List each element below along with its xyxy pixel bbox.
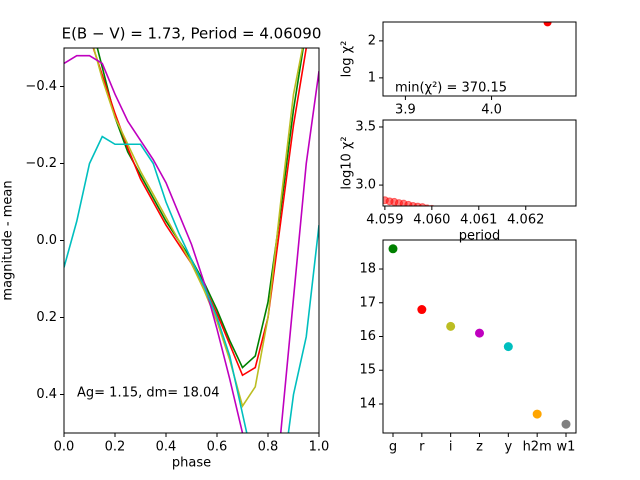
point bbox=[418, 203, 427, 206]
x-tick-label: 3.9 bbox=[395, 103, 416, 118]
panel: −0.4 −0.2 0.0 0.2 0.4 0.0 0.2 0.4 0.6 0.8 1.0 E(B −… bbox=[1, 25, 330, 471]
x-tick-label: 0.4 bbox=[156, 440, 177, 455]
point bbox=[500, 205, 505, 206]
line-series bbox=[64, 54, 319, 433]
x-tick-label: z bbox=[476, 440, 483, 455]
y-tick-label: 0.4 bbox=[36, 387, 57, 402]
point bbox=[475, 328, 484, 338]
annotation: min(χ²) = 370.15 bbox=[395, 81, 507, 96]
axes-frame bbox=[63, 47, 320, 434]
x-tick-label: w1 bbox=[557, 440, 576, 455]
point bbox=[551, 205, 556, 206]
x-tick-label: 0.8 bbox=[258, 440, 279, 455]
point bbox=[532, 409, 542, 419]
x-tick-label: 4.062 bbox=[507, 213, 544, 228]
point bbox=[561, 419, 571, 429]
chart-title: E(B − V) = 1.73, Period = 4.06090 bbox=[62, 25, 322, 43]
y-axis-label: log10 χ² bbox=[340, 136, 355, 189]
point bbox=[503, 342, 513, 352]
y-tick-label: 14 bbox=[359, 396, 376, 411]
point bbox=[547, 205, 552, 206]
annotation: Ag= 1.15, dm= 18.04 bbox=[77, 386, 220, 401]
line-series bbox=[92, 48, 308, 377]
y-tick-label: 0.0 bbox=[36, 233, 57, 248]
axes-frame bbox=[382, 119, 577, 207]
x-tick-label: 4.0 bbox=[481, 103, 502, 118]
y-tick-label: 17 bbox=[359, 295, 376, 310]
line-series bbox=[64, 135, 319, 433]
point bbox=[417, 305, 427, 315]
point bbox=[556, 205, 561, 206]
x-tick-label: h2m bbox=[523, 440, 552, 455]
y-tick-label: 15 bbox=[359, 363, 376, 378]
line-series bbox=[92, 48, 304, 408]
x-tick-label: y bbox=[504, 440, 512, 455]
point bbox=[388, 244, 398, 254]
y-tick-label: 2 bbox=[368, 33, 376, 48]
y-tick-label: 1 bbox=[368, 70, 376, 85]
panel: 3.0 3.5 4.059 4.060 4.061 4.062 period log10 χ² bbox=[340, 119, 577, 244]
x-tick-label: 1.0 bbox=[309, 440, 330, 455]
panel: 14 15 16 17 18 g r i z y h2m w1 bbox=[359, 239, 577, 455]
point bbox=[446, 321, 456, 331]
x-tick-label: 4.061 bbox=[460, 213, 497, 228]
data-layer bbox=[388, 244, 571, 429]
line-series bbox=[96, 48, 305, 369]
x-tick-label: 0.6 bbox=[207, 440, 228, 455]
x-axis-label: phase bbox=[172, 456, 211, 471]
y-tick-label: 18 bbox=[359, 262, 376, 277]
x-tick-label: 0.2 bbox=[105, 440, 126, 455]
panel: 1 2 3.9 4.0 log χ² min(χ²) = 370.15 bbox=[340, 21, 577, 118]
y-tick-label: 16 bbox=[359, 329, 376, 344]
x-tick-label: 0.0 bbox=[54, 440, 75, 455]
point bbox=[561, 205, 566, 206]
y-tick-label: 0.2 bbox=[36, 310, 57, 325]
x-tick-label: 4.060 bbox=[413, 213, 450, 228]
point bbox=[452, 208, 459, 215]
x-tick-label: g bbox=[389, 440, 397, 455]
y-tick-label: −0.2 bbox=[25, 156, 57, 171]
x-tick-label: 4.059 bbox=[366, 213, 403, 228]
y-tick-label: −0.4 bbox=[25, 79, 57, 94]
x-tick-label: r bbox=[419, 440, 425, 455]
y-axis-label: log χ² bbox=[340, 41, 355, 78]
y-tick-label: 3.0 bbox=[355, 178, 376, 193]
x-axis-label: period bbox=[459, 229, 500, 244]
x-tick-label: i bbox=[449, 440, 453, 455]
y-tick-label: 3.5 bbox=[355, 119, 376, 134]
y-axis-label: magnitude - mean bbox=[1, 180, 16, 300]
data-layer bbox=[64, 48, 319, 433]
axes-frame bbox=[382, 21, 577, 97]
